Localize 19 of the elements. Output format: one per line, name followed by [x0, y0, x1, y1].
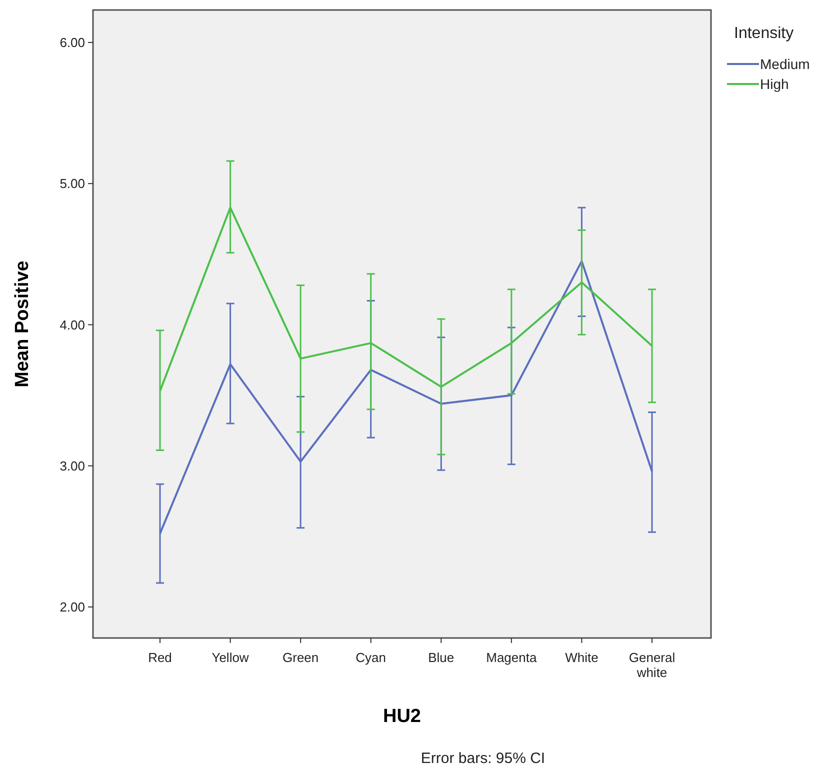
- x-tick-label: General white: [628, 650, 676, 680]
- legend-label: Medium: [760, 56, 810, 72]
- y-tick-label: 4.00: [60, 317, 85, 332]
- y-axis-title: Mean Positive: [12, 260, 33, 388]
- y-tick-label: 5.00: [60, 176, 85, 192]
- y-tick-label: 2.00: [60, 600, 85, 615]
- x-tick-label: Green: [282, 650, 319, 665]
- x-tick-label: Blue: [428, 650, 454, 665]
- text: Error bars: 95% CI: [420, 750, 546, 767]
- legend-title: Intensity: [734, 25, 794, 42]
- x-tick-label: Magenta: [486, 650, 538, 665]
- x-axis-title: HU2: [382, 706, 422, 727]
- x-tick-label: Yellow: [212, 650, 250, 665]
- y-tick-label: 6.00: [60, 35, 85, 50]
- x-tick-label: Red: [148, 650, 172, 665]
- x-tick-label: Cyan: [356, 650, 386, 665]
- x-tick-label: White: [565, 650, 598, 665]
- y-tick-label: 3.00: [60, 458, 85, 474]
- legend-label: High: [760, 76, 789, 92]
